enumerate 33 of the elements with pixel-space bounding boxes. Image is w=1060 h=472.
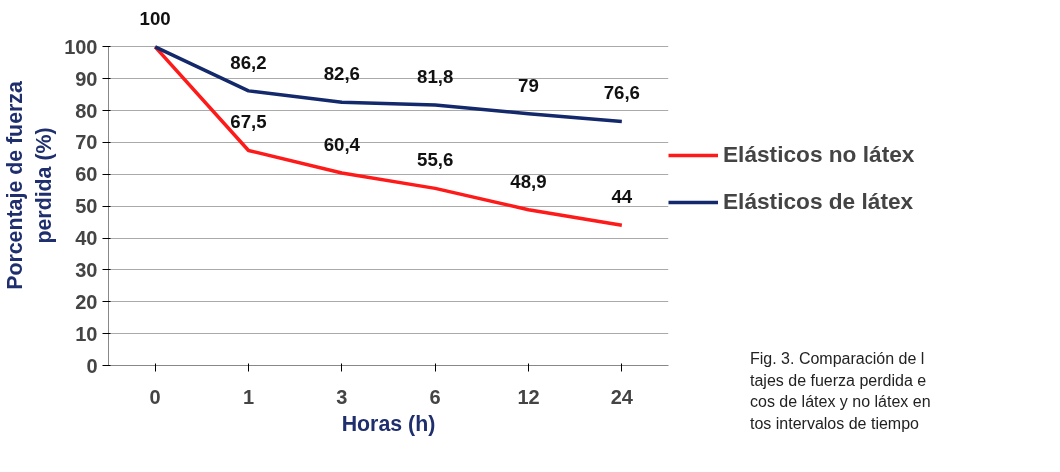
data-label: 82,6 <box>323 63 360 85</box>
x-tick-label: 3 <box>336 385 348 408</box>
y-tick-label: 80 <box>75 99 98 122</box>
data-label: 48,9 <box>510 170 547 192</box>
y-tick-label: 70 <box>75 131 98 154</box>
y-tick-label: 60 <box>75 163 98 186</box>
legend-label: Elásticos de látex <box>723 188 914 215</box>
y-tick-label: 0 <box>86 354 98 377</box>
x-tick-label: 6 <box>429 385 441 408</box>
x-tick-label: 12 <box>517 385 540 408</box>
x-tick-label: 24 <box>610 385 634 408</box>
data-label: 44 <box>611 186 633 208</box>
data-label: 79 <box>518 74 539 96</box>
data-label: 67,5 <box>230 111 267 133</box>
y-tick-label: 40 <box>75 227 98 250</box>
data-label: 60,4 <box>323 134 361 156</box>
legend-label: Elásticos no látex <box>723 141 915 168</box>
y-tick-label: 50 <box>75 195 98 218</box>
y-tick-label: 20 <box>75 290 98 313</box>
data-label: 100 <box>139 7 171 29</box>
y-tick-label: 10 <box>75 322 98 345</box>
data-label: 81,8 <box>417 65 454 87</box>
data-label: 76,6 <box>603 82 640 104</box>
x-tick-label: 0 <box>149 385 161 408</box>
data-label: 55,6 <box>417 149 454 171</box>
data-label: 86,2 <box>230 51 267 73</box>
y-tick-label: 90 <box>75 67 98 90</box>
x-tick-label: 1 <box>242 385 255 408</box>
caption: Fig. 3. Comparación de l tajes de fuerza perdida e cos de látex y no látex en tos intervalos de tiempo <box>750 349 931 434</box>
y-tick-label: 30 <box>75 258 98 281</box>
x-axis-title: Horas (h) <box>341 411 436 436</box>
y-tick-label: 100 <box>64 35 98 58</box>
y-axis-title: Porcentaje de fuerza perdida (%) <box>3 81 57 290</box>
